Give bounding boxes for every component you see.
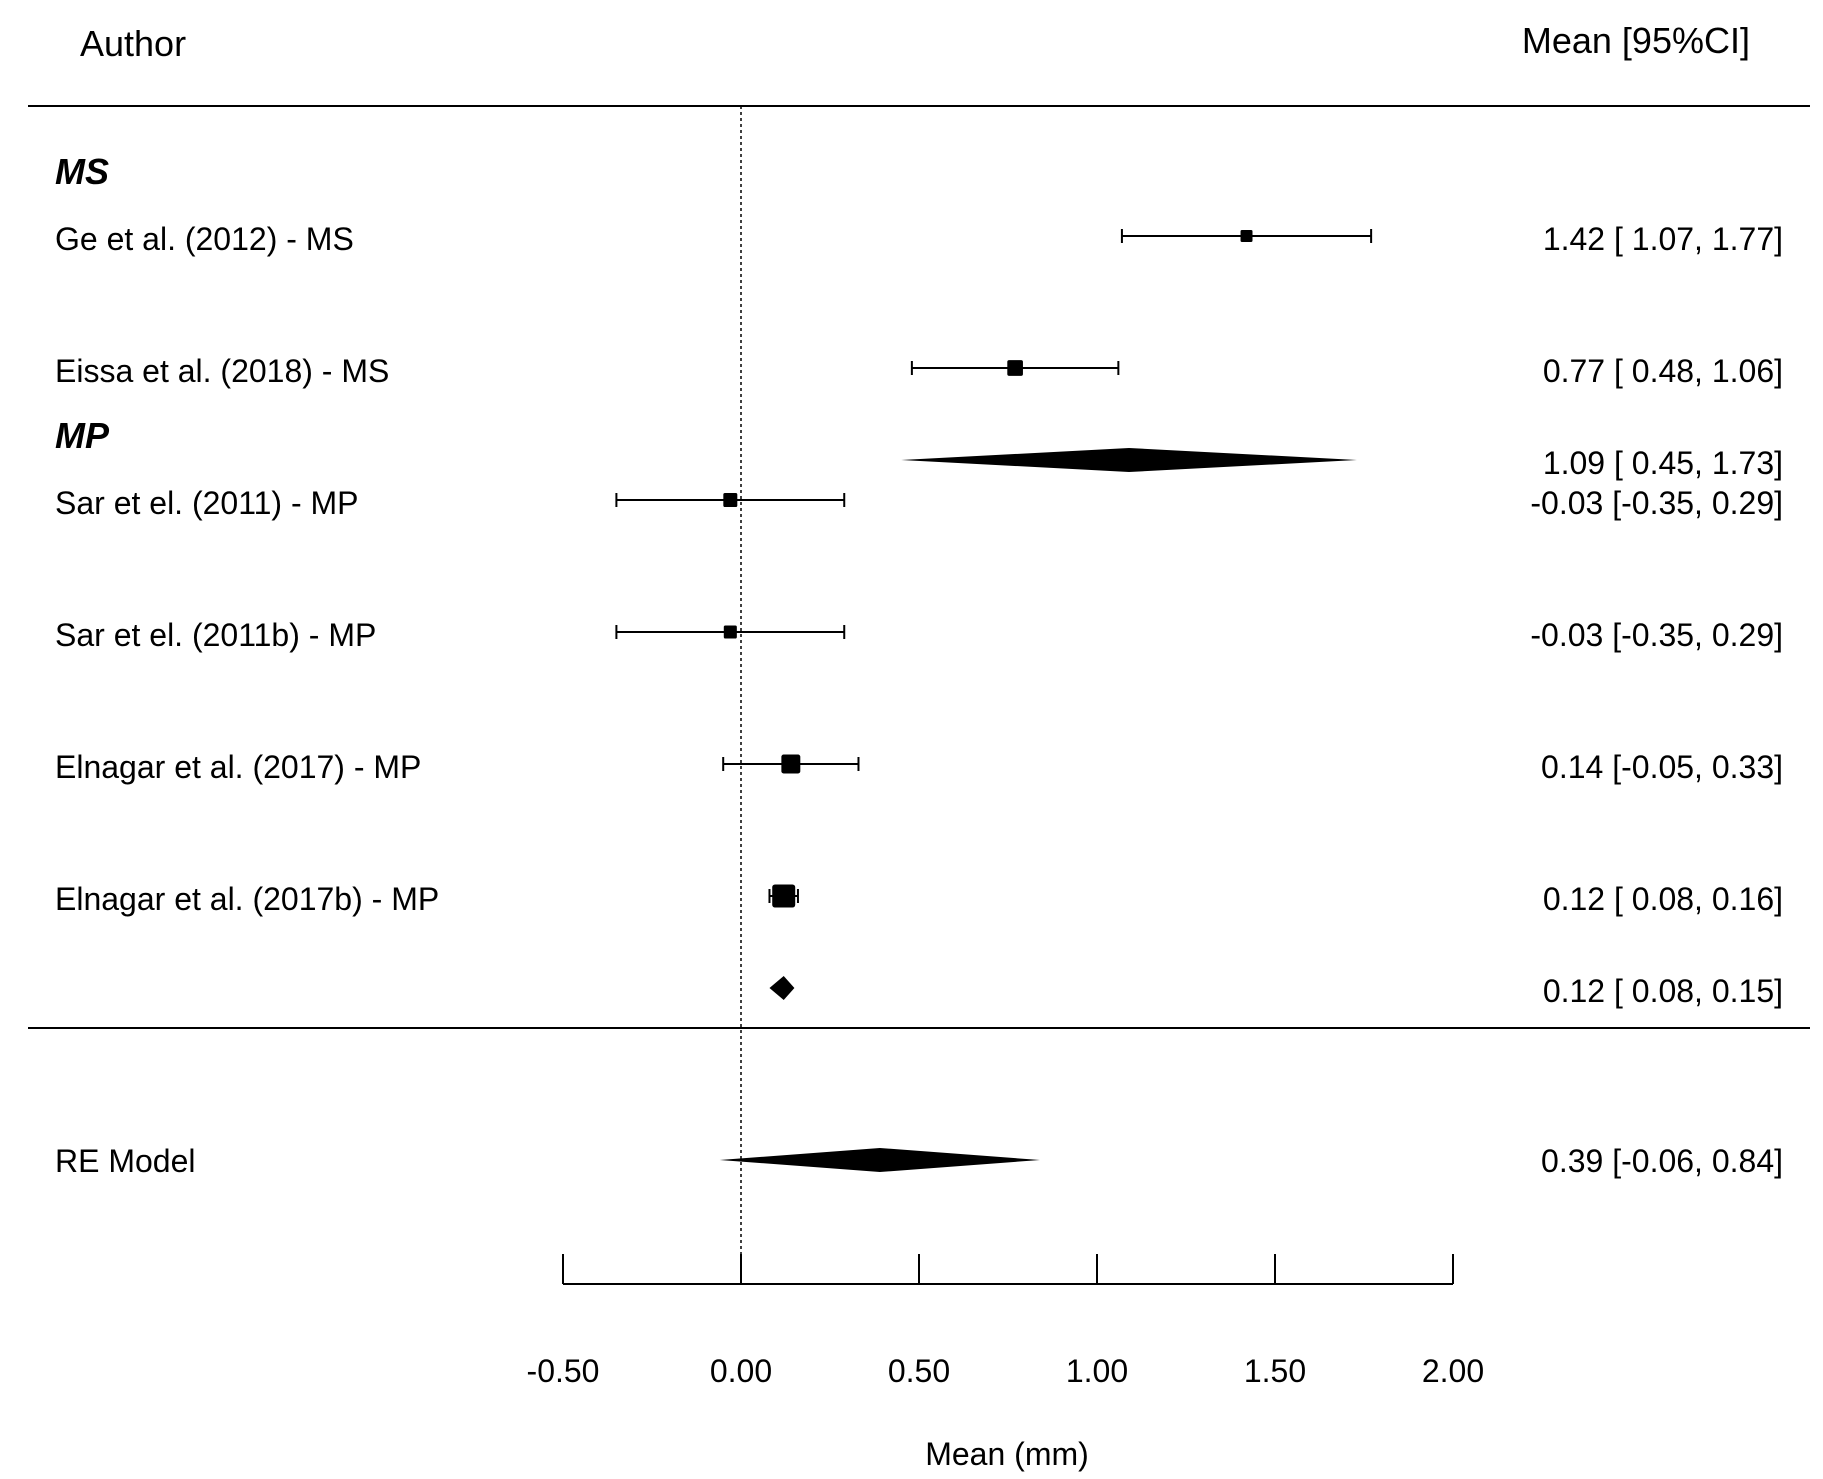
study-ci-text: 0.77 [ 0.48, 1.06]	[1543, 353, 1783, 389]
study-label: Sar et el. (2011) - MP	[55, 485, 359, 521]
study-ci-text: -0.03 [-0.35, 0.29]	[1530, 485, 1783, 521]
group-heading-mp: MP	[55, 415, 110, 456]
study-ci-text: 0.12 [ 0.08, 0.16]	[1543, 881, 1783, 917]
study-label: Elnagar et al. (2017) - MP	[55, 749, 421, 785]
study-point	[1007, 360, 1023, 376]
x-tick-label: 1.50	[1244, 1353, 1306, 1389]
overall-diamond	[719, 1148, 1041, 1172]
study-point	[781, 754, 801, 774]
x-axis-title: Mean (mm)	[925, 1436, 1089, 1472]
study-point	[772, 884, 796, 908]
summary-ci-text: 1.09 [ 0.45, 1.73]	[1543, 445, 1783, 481]
study-point	[723, 625, 737, 639]
group-heading-ms: MS	[55, 151, 109, 192]
study-point	[1240, 230, 1253, 242]
study-label: Elnagar et al. (2017b) - MP	[55, 881, 439, 917]
group-summary-diamond	[769, 976, 795, 1000]
study-ci-text: 1.42 [ 1.07, 1.77]	[1543, 221, 1783, 257]
study-label: Ge et al. (2012) - MS	[55, 221, 354, 257]
summary-ci-text: 0.12 [ 0.08, 0.15]	[1543, 973, 1783, 1009]
study-label: Sar et el. (2011b) - MP	[55, 617, 376, 653]
study-ci-text: 0.14 [-0.05, 0.33]	[1541, 749, 1783, 785]
x-tick-label: 0.00	[710, 1353, 772, 1389]
x-tick-label: 0.50	[888, 1353, 950, 1389]
author-header: Author	[80, 23, 186, 64]
estimate-header: Mean [95%CI]	[1522, 20, 1750, 61]
x-tick-label: 2.00	[1422, 1353, 1484, 1389]
overall-ci-text: 0.39 [-0.06, 0.84]	[1541, 1143, 1783, 1179]
plot-marks: -0.50 0.00 0.50 1.00 1.50 2.00	[527, 106, 1484, 1389]
study-point	[723, 493, 738, 507]
study-label: Eissa et al. (2018) - MS	[55, 353, 389, 389]
overall-label: RE Model	[55, 1143, 196, 1179]
study-ci-text: -0.03 [-0.35, 0.29]	[1530, 617, 1783, 653]
group-summary-diamond	[901, 448, 1357, 472]
x-tick-label: 1.00	[1066, 1353, 1128, 1389]
x-tick-label: -0.50	[527, 1353, 600, 1389]
